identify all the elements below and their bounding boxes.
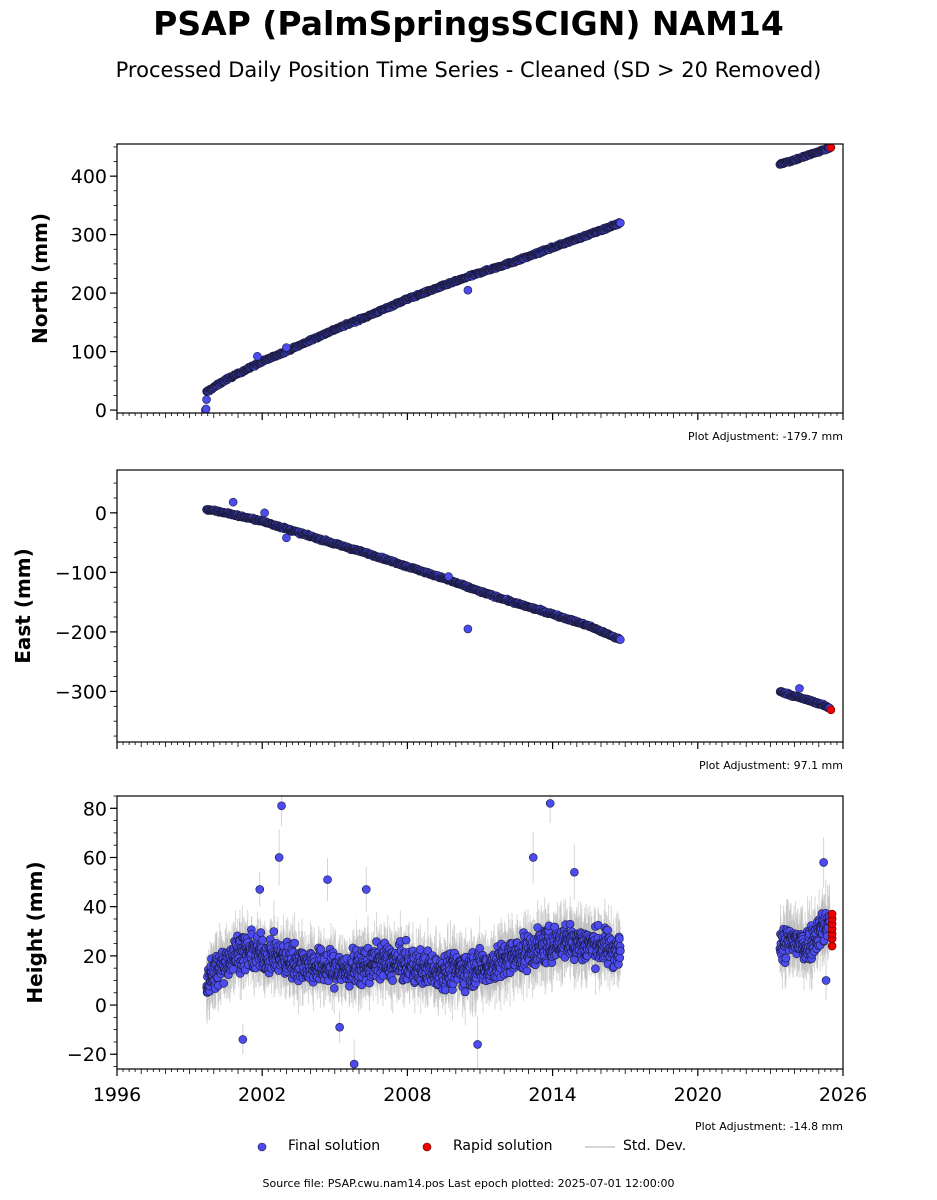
final-outlier-point: [444, 572, 453, 581]
final-point: [329, 984, 339, 993]
final-point: [565, 919, 575, 929]
final-point: [401, 935, 411, 945]
final-outlier-point: [463, 624, 473, 634]
final-outlier-point: [202, 395, 211, 404]
data-layer: [202, 497, 836, 715]
y-tick-label: 0: [95, 503, 107, 525]
data-layer: [201, 144, 836, 413]
final-point: [258, 935, 267, 945]
y-axis-label: East (mm): [11, 548, 35, 664]
final-outlier-point: [282, 343, 291, 352]
final-point: [616, 218, 625, 228]
final-point: [533, 923, 542, 932]
rapid-point: [826, 144, 836, 152]
y-tick-label: 200: [71, 283, 107, 305]
plot-adjustment-label: Plot Adjustment: 97.1 mm: [699, 759, 843, 772]
panel-3: [110, 795, 844, 1076]
panel-1: [110, 143, 844, 420]
final-outlier-point: [463, 285, 473, 295]
panel-2: [110, 469, 844, 749]
final-point: [228, 965, 238, 974]
y-tick-label: 400: [71, 166, 107, 188]
y-tick-label: −200: [55, 622, 107, 644]
final-outlier-point: [253, 351, 262, 361]
final-point: [345, 981, 354, 991]
final-point: [460, 987, 470, 997]
final-point: [256, 928, 266, 937]
y-tick-label: −100: [55, 562, 107, 584]
final-outlier-point: [795, 684, 804, 693]
final-point: [616, 635, 625, 644]
y-tick-label: 0: [95, 400, 107, 422]
y-tick-label: 100: [71, 342, 107, 364]
final-point: [522, 966, 532, 976]
final-outlier-point: [228, 497, 238, 507]
final-point: [316, 945, 326, 954]
final-point: [388, 976, 397, 985]
data-layer: [202, 796, 837, 1069]
plot-adjustment-label: Plot Adjustment: -179.7 mm: [688, 430, 843, 443]
final-point: [219, 979, 229, 988]
final-outlier-point: [260, 508, 269, 518]
plot-area: [117, 144, 843, 413]
y-axis-label: North (mm): [28, 213, 52, 344]
final-outlier-point: [201, 404, 211, 413]
final-outlier-point: [282, 533, 291, 543]
final-point: [290, 938, 299, 948]
chart-title: PSAP (PalmSpringsSCIGN) NAM14: [153, 4, 784, 43]
final-point: [269, 927, 279, 936]
rapid-point: [826, 705, 836, 715]
y-tick-label: 300: [71, 225, 107, 247]
y-tick-label: −300: [55, 681, 107, 703]
chart-subtitle: Processed Daily Position Time Series - C…: [115, 58, 822, 82]
